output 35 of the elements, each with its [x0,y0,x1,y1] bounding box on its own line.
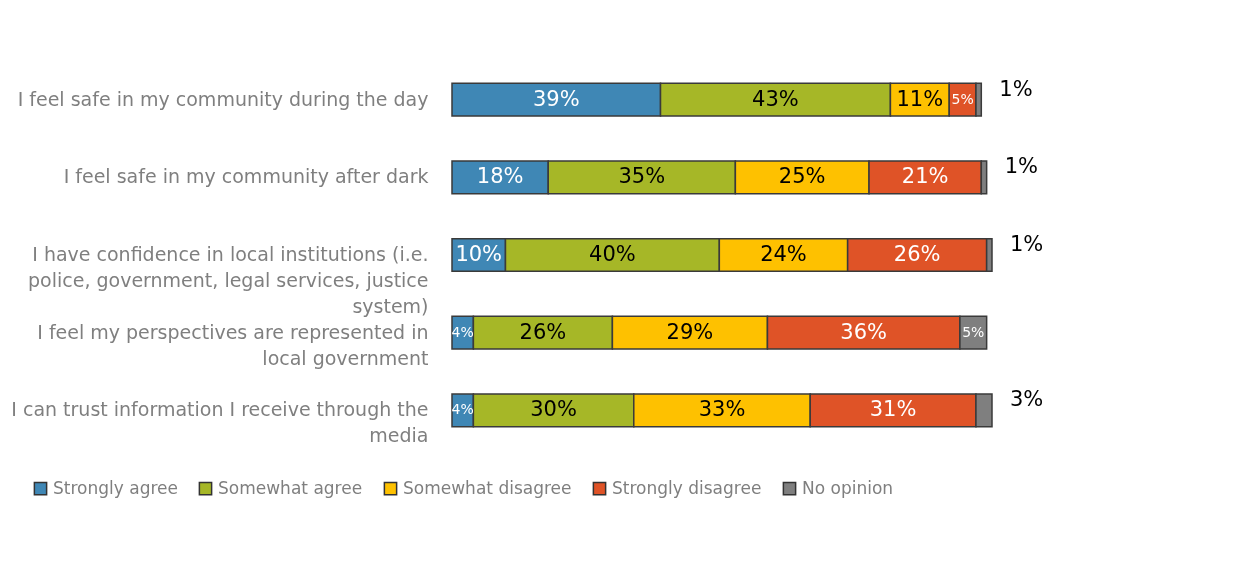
data-label: 1% [1004,154,1038,179]
data-label: 30% [530,397,577,422]
y-tick-label: I can trust information I receive through the media [11,398,429,447]
data-label: 1% [999,76,1033,101]
data-label: 43% [752,86,799,111]
data-label: 36% [840,319,888,344]
data-label: 25% [778,164,826,189]
data-label: 29% [666,319,714,344]
y-tick-label: I feel my perspectives are represented in local government [37,320,429,369]
data-label: 3% [1010,387,1044,412]
data-label: 10% [455,242,503,266]
legend-label: No opinion [802,477,894,498]
data-label: 24% [760,242,807,266]
y-tick-label: I feel safe in my community during the day [17,87,429,110]
data-label: 31% [869,397,917,422]
legend-label: Somewhat disagree [403,477,572,498]
data-label: 39% [532,86,580,111]
data-label: 26% [519,319,567,344]
legend-label: Somewhat agree [218,477,363,498]
data-label: 4% [451,323,474,340]
data-label: 11% [896,86,944,111]
data-label: 4% [451,401,474,418]
y-tick-label: I have confidence in local institutions (i.e. police, government, legal services, justice system) [28,243,429,317]
legend-label: Strongly agree [53,477,178,498]
data-label: 33% [698,397,746,422]
data-label: 5% [951,90,974,107]
legend-label: Strongly disagree [612,477,762,498]
data-label: 35% [618,164,666,189]
data-label: 5% [962,323,985,340]
data-label: 1% [1010,232,1044,256]
data-label: 21% [901,164,949,189]
data-label: 26% [893,242,941,266]
y-tick-label: I feel safe in my community after dark [63,165,429,188]
data-label: 18% [476,164,524,189]
data-label: 40% [589,242,636,266]
